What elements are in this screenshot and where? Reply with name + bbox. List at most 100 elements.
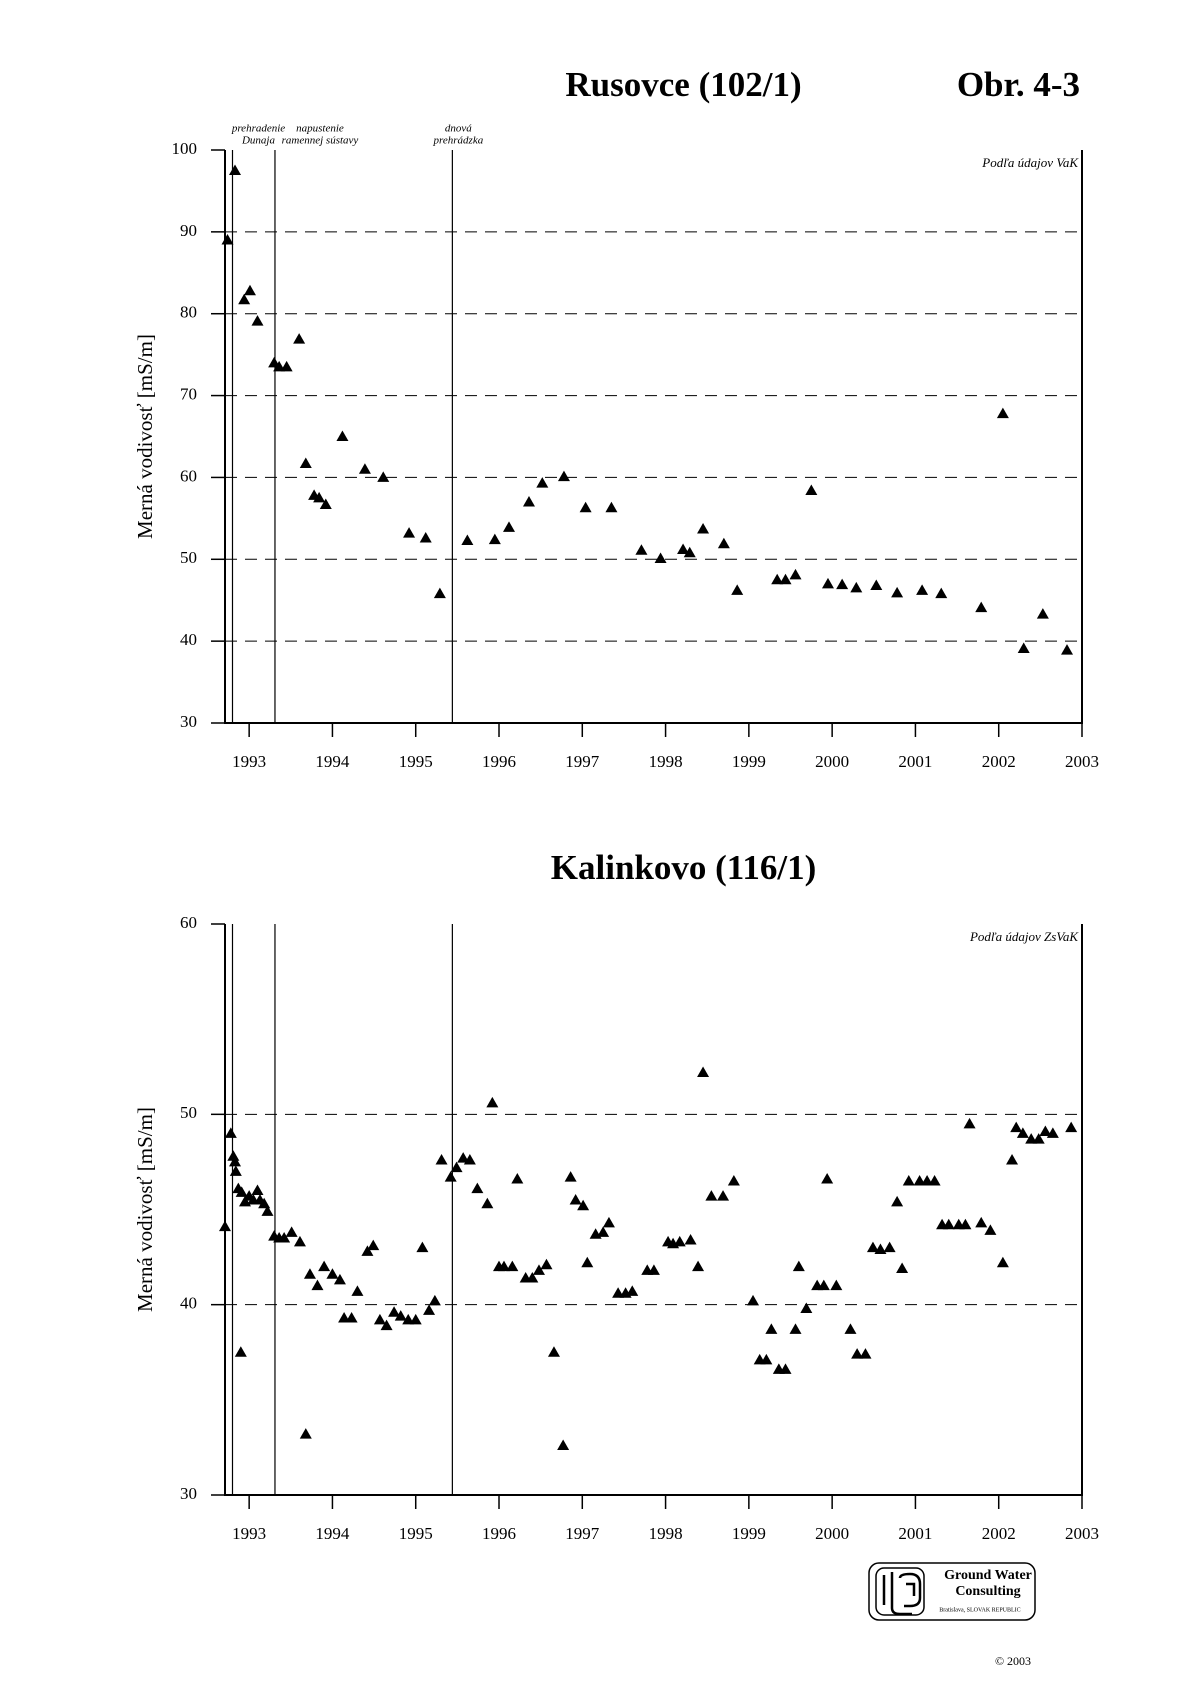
marker <box>717 1190 730 1201</box>
marker <box>1010 1121 1023 1133</box>
y-tick-label: 100 <box>172 139 198 158</box>
marker <box>299 1428 312 1439</box>
marker <box>779 573 792 585</box>
copyright: © 2003 <box>995 1654 1031 1668</box>
marker <box>388 1306 401 1317</box>
marker <box>313 491 326 503</box>
marker <box>557 1439 570 1451</box>
marker <box>1017 642 1030 654</box>
marker <box>654 552 667 563</box>
marker <box>503 521 516 532</box>
marker <box>444 1171 457 1182</box>
x-tick-label: 1998 <box>649 1524 683 1543</box>
marker <box>673 1235 686 1247</box>
x-tick-label: 1995 <box>399 1524 433 1543</box>
marker <box>540 1258 553 1270</box>
x-tick-label: 1997 <box>565 1524 600 1543</box>
marker <box>1006 1154 1019 1165</box>
marker <box>547 1346 560 1357</box>
marker <box>224 1127 237 1138</box>
logo: Ground Water Consulting Bratislava, SLOV… <box>868 1562 1036 1621</box>
y-tick-label: 60 <box>180 466 197 485</box>
y-tick-label: 80 <box>180 303 197 322</box>
marker <box>228 1155 241 1167</box>
marker <box>569 1193 582 1205</box>
y-tick-label: 40 <box>180 630 197 649</box>
marker <box>896 1262 909 1274</box>
marker <box>258 1197 271 1209</box>
x-tick-label: 1993 <box>232 752 266 771</box>
marker <box>935 587 948 599</box>
chart-title: Kalinkovo (116/1) <box>551 848 816 887</box>
logo-frame <box>868 1562 1036 1621</box>
marker <box>851 1348 864 1359</box>
marker <box>358 463 371 474</box>
marker <box>557 470 570 482</box>
marker <box>318 1260 331 1272</box>
y-tick-label: 60 <box>180 913 197 932</box>
marker <box>647 1264 660 1275</box>
marker <box>579 501 592 513</box>
marker <box>792 1260 805 1272</box>
marker <box>1016 1127 1029 1138</box>
event-label: prehrádzka <box>433 135 484 147</box>
marker <box>481 1197 494 1209</box>
marker <box>866 1241 879 1253</box>
marker <box>293 1235 306 1247</box>
marker <box>626 1285 639 1296</box>
y-tick-label: 50 <box>180 1103 197 1122</box>
marker <box>996 1256 1009 1268</box>
marker <box>836 578 849 590</box>
marker <box>227 1150 240 1161</box>
marker <box>351 1285 364 1296</box>
marker <box>850 581 863 593</box>
marker <box>635 544 648 555</box>
marker <box>506 1260 519 1272</box>
marker <box>830 1279 843 1291</box>
marker <box>403 527 416 538</box>
x-tick-label: 2001 <box>898 1524 932 1543</box>
marker <box>373 1313 386 1325</box>
chart-title: Rusovce (102/1) <box>565 65 801 104</box>
chart: Kalinkovo (116/1) Merná vodivosť [mS/m] Po… <box>133 848 1099 1543</box>
marker <box>870 579 883 590</box>
marker <box>326 1268 339 1279</box>
marker <box>303 1268 316 1279</box>
marker <box>526 1272 539 1283</box>
marker <box>416 1241 429 1253</box>
marker <box>800 1302 813 1313</box>
marker <box>419 532 432 543</box>
marker <box>377 471 390 482</box>
marker <box>367 1239 380 1251</box>
axis-frame <box>224 924 1083 1496</box>
marker <box>984 1224 997 1235</box>
marker <box>488 533 501 545</box>
marker <box>394 1310 407 1321</box>
marker <box>581 1256 594 1268</box>
marker <box>697 1066 710 1077</box>
marker <box>219 1220 231 1232</box>
marker <box>844 1323 857 1334</box>
marker <box>765 1323 778 1334</box>
x-tick-label: 1999 <box>732 1524 766 1543</box>
marker <box>942 1218 955 1230</box>
marker <box>511 1173 524 1184</box>
marker <box>280 360 293 372</box>
y-axis-label: Merná vodivosť [mS/m] <box>133 334 157 539</box>
figure-label: Obr. 4-3 <box>957 65 1080 104</box>
marker <box>874 1243 887 1254</box>
marker <box>817 1279 830 1291</box>
x-tick-label: 2000 <box>815 1524 849 1543</box>
marker <box>805 484 818 496</box>
event-label: dnová <box>445 123 472 135</box>
marker <box>234 1346 247 1357</box>
x-tick-label: 1995 <box>399 752 433 771</box>
marker <box>821 1173 834 1184</box>
marker <box>435 1154 448 1165</box>
marker <box>883 1241 896 1253</box>
marker <box>498 1260 511 1272</box>
marker <box>471 1182 484 1194</box>
event-label: Dunaja <box>241 135 276 147</box>
x-tick-label: 2001 <box>898 752 932 771</box>
